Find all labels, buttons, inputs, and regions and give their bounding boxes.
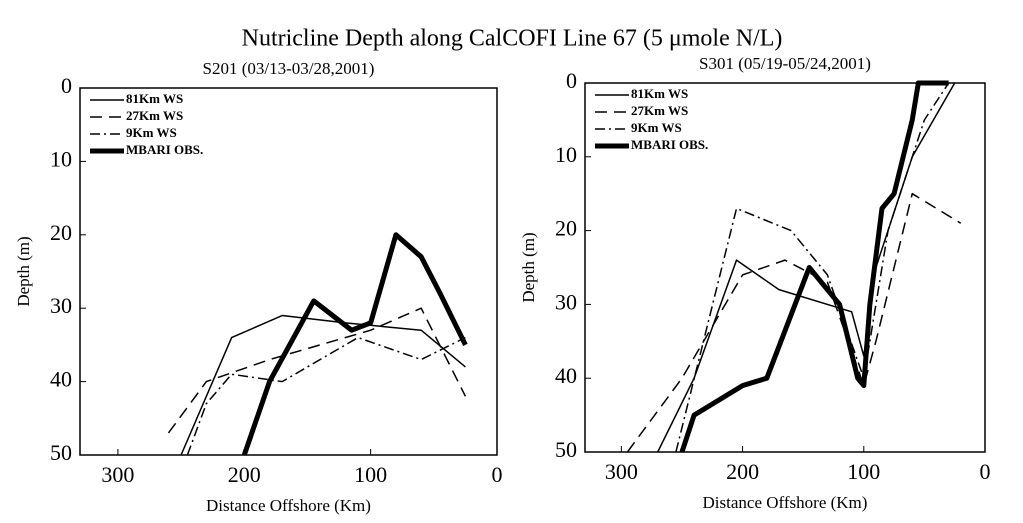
- data-line: [167, 307, 467, 434]
- y-axis-label: Depth (m): [519, 232, 538, 302]
- x-tick-label: 0: [980, 459, 991, 484]
- data-line: [241, 232, 468, 456]
- legend-label: MBARI OBS.: [631, 137, 708, 152]
- y-axis-label: Depth (m): [14, 236, 33, 306]
- y-tick-label: 10: [50, 146, 72, 171]
- x-axis-label: Distance Offshore (Km): [703, 493, 868, 512]
- x-axis-label: Distance Offshore (Km): [206, 496, 371, 515]
- legend-label: 27Km WS: [631, 103, 688, 118]
- x-tick-label: 200: [726, 459, 759, 484]
- y-tick-label: 10: [555, 142, 577, 167]
- x-tick-label: 0: [492, 462, 503, 487]
- data-line: [186, 336, 466, 456]
- y-tick-label: 30: [50, 293, 72, 318]
- legend-label: 9Km WS: [631, 120, 682, 135]
- y-tick-label: 50: [50, 440, 72, 465]
- y-tick-label: 0: [566, 68, 577, 93]
- y-tick-label: 50: [555, 437, 577, 462]
- legend-label: 9Km WS: [126, 125, 177, 140]
- plot-frame: [79, 87, 498, 456]
- subplot-title: S201 (03/13-03/28,2001): [203, 59, 375, 78]
- x-tick-label: 200: [228, 462, 261, 487]
- x-tick-label: 100: [354, 462, 387, 487]
- legend-label: 81Km WS: [631, 86, 688, 101]
- subplot-title: S301 (05/19-05/24,2001): [699, 54, 871, 73]
- y-tick-label: 40: [555, 363, 577, 388]
- x-tick-label: 300: [605, 459, 638, 484]
- legend-label: 81Km WS: [126, 91, 183, 106]
- data-line: [679, 80, 949, 453]
- x-tick-label: 100: [847, 459, 880, 484]
- x-tick-label: 300: [101, 462, 134, 487]
- y-tick-label: 0: [61, 73, 72, 98]
- y-tick-label: 30: [555, 289, 577, 314]
- legend-label: MBARI OBS.: [126, 142, 203, 157]
- data-line: [180, 314, 466, 456]
- y-tick-label: 20: [555, 216, 577, 241]
- plot-frame: [584, 82, 986, 453]
- data-line: [626, 192, 962, 453]
- y-tick-label: 20: [50, 220, 72, 245]
- legend-label: 27Km WS: [126, 108, 183, 123]
- figure-title: Nutricline Depth along CalCOFI Line 67 (…: [242, 26, 783, 52]
- y-tick-label: 40: [50, 367, 72, 392]
